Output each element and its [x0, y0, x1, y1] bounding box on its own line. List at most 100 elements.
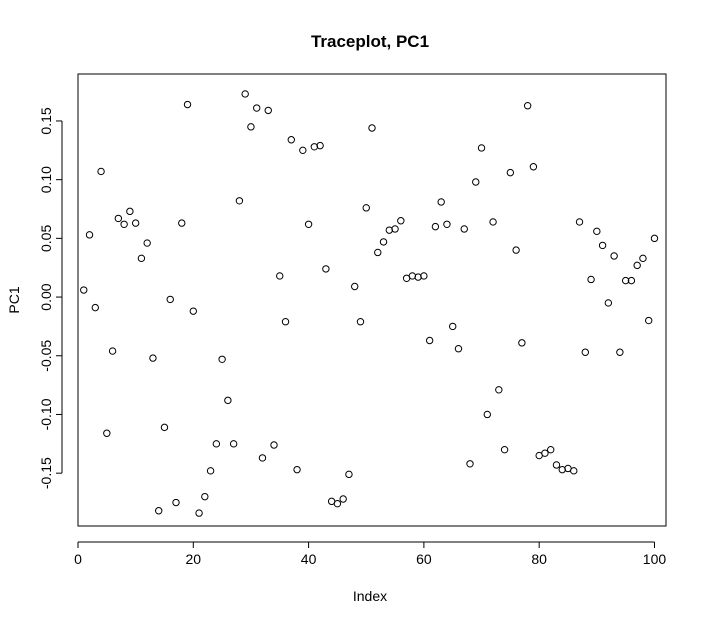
- data-point: [477, 144, 486, 152]
- data-point: [443, 220, 451, 228]
- data-point: [547, 445, 555, 454]
- plot-frame: [77, 73, 667, 527]
- data-point: [645, 316, 653, 325]
- data-point: [610, 252, 618, 260]
- data-point: [103, 429, 111, 437]
- y-axis-label: PC1: [6, 286, 22, 313]
- data-point: [189, 307, 197, 315]
- data-point: [241, 90, 249, 98]
- data-point: [183, 100, 192, 109]
- chart-title: Traceplot, PC1: [311, 32, 429, 51]
- data-point: [431, 222, 440, 231]
- data-point: [472, 178, 480, 186]
- data-point: [322, 265, 330, 273]
- data-point: [362, 204, 370, 212]
- y-axis: -0.15 -0.10 -0.05 0.00 0.05 0.10 0.15: [38, 107, 63, 489]
- data-point: [126, 207, 134, 216]
- data-point: [299, 146, 307, 155]
- x-axis: 0 20 40 60 80 100: [74, 541, 666, 567]
- data-point: [449, 322, 457, 331]
- y-tick-label: -0.10: [38, 398, 54, 430]
- data-point: [460, 225, 468, 233]
- data-point: [178, 219, 186, 227]
- data-point: [143, 239, 151, 247]
- data-point: [483, 410, 491, 419]
- data-point: [506, 168, 515, 177]
- data-point: [581, 348, 589, 356]
- data-point: [258, 454, 267, 462]
- data-point: [351, 282, 359, 291]
- data-point: [264, 106, 272, 115]
- data-point: [466, 460, 474, 468]
- data-point: [91, 303, 99, 312]
- data-point: [379, 238, 388, 246]
- y-tick-label: -0.05: [38, 340, 54, 372]
- y-tick-label: 0.00: [38, 283, 54, 310]
- data-point: [137, 254, 146, 263]
- data-point: [397, 217, 405, 225]
- data-point: [304, 220, 313, 228]
- x-tick-label: 60: [416, 551, 432, 567]
- data-point: [420, 272, 428, 280]
- data-point: [552, 461, 561, 469]
- data-point: [276, 272, 284, 280]
- y-tick-label: 0.15: [38, 107, 54, 134]
- data-point: [166, 295, 174, 304]
- data-point: [224, 396, 232, 405]
- data-point: [570, 467, 578, 475]
- x-axis-label: Index: [353, 588, 387, 604]
- data-point: [374, 248, 382, 257]
- x-tick-label: 80: [531, 551, 547, 567]
- data-point: [281, 318, 290, 326]
- data-point: [212, 440, 221, 448]
- data-point: [593, 227, 601, 236]
- data-point: [114, 214, 123, 223]
- data-point: [621, 276, 630, 285]
- data-point: [639, 254, 647, 263]
- data-point: [518, 339, 526, 347]
- data-point: [108, 347, 117, 355]
- data-point: [201, 492, 209, 501]
- data-point: [80, 286, 88, 294]
- data-point: [454, 345, 463, 353]
- data-point: [529, 163, 538, 171]
- data-point: [495, 386, 503, 394]
- data-point: [598, 241, 607, 250]
- data-point: [500, 445, 509, 454]
- data-point: [604, 299, 613, 307]
- data-point: [293, 465, 301, 474]
- data-point: [270, 441, 278, 449]
- data-point: [356, 318, 365, 326]
- y-tick-label: 0.05: [38, 225, 54, 252]
- data-point: [489, 218, 497, 226]
- data-point: [172, 498, 180, 507]
- data-point: [425, 336, 434, 345]
- data-point: [633, 261, 641, 270]
- data-point: [247, 123, 255, 131]
- data-points: [80, 90, 659, 517]
- data-point: [650, 234, 659, 243]
- data-point: [195, 509, 203, 517]
- data-point: [160, 423, 169, 432]
- x-tick-label: 20: [186, 551, 202, 567]
- data-point: [149, 354, 157, 362]
- data-point: [218, 355, 226, 363]
- x-tick-label: 0: [74, 551, 82, 567]
- data-point: [437, 198, 445, 206]
- data-point: [131, 219, 140, 227]
- data-point: [339, 495, 347, 503]
- data-point: [120, 220, 128, 228]
- data-point: [206, 467, 215, 475]
- y-tick-label: -0.15: [38, 457, 54, 489]
- data-point: [229, 440, 238, 448]
- data-point: [345, 470, 353, 479]
- data-point: [253, 104, 261, 112]
- data-point: [523, 102, 532, 110]
- data-point: [333, 499, 342, 508]
- data-point: [391, 225, 399, 233]
- data-point: [85, 231, 94, 239]
- data-point: [616, 348, 624, 356]
- data-point: [512, 246, 520, 254]
- data-point: [368, 124, 376, 132]
